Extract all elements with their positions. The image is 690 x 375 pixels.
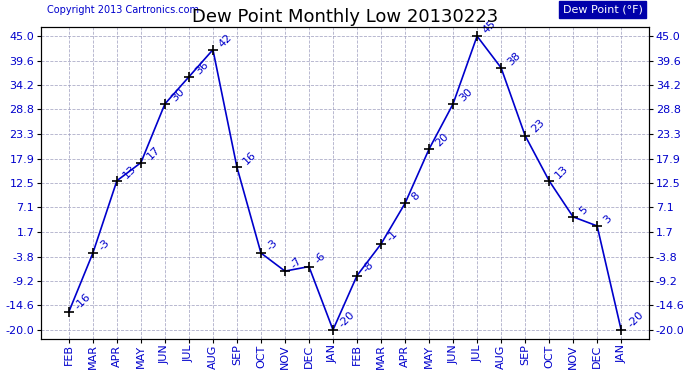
Text: 8: 8 [409,190,422,202]
Text: -1: -1 [385,228,400,243]
Text: Copyright 2013 Cartronics.com: Copyright 2013 Cartronics.com [48,4,199,15]
Text: -16: -16 [73,291,93,311]
Text: 3: 3 [601,213,613,225]
Text: 5: 5 [578,204,589,216]
Text: -7: -7 [289,255,304,270]
Text: 36: 36 [193,59,210,76]
Text: 13: 13 [121,163,138,180]
Text: 23: 23 [529,118,546,135]
Text: 38: 38 [505,50,522,67]
Text: 20: 20 [433,131,451,148]
Text: Dew Point (°F): Dew Point (°F) [563,4,642,15]
Text: 13: 13 [553,163,570,180]
Text: -8: -8 [361,260,376,275]
Text: 42: 42 [217,32,234,49]
Text: -20: -20 [625,309,645,329]
Text: -3: -3 [97,237,112,252]
Text: 30: 30 [457,86,474,103]
Text: -20: -20 [337,309,357,329]
Title: Dew Point Monthly Low 20130223: Dew Point Monthly Low 20130223 [192,8,498,26]
Text: 30: 30 [169,86,186,103]
Text: -3: -3 [265,237,280,252]
Text: 17: 17 [145,145,162,162]
Text: 16: 16 [241,149,258,166]
Text: 45: 45 [481,18,498,35]
Text: -6: -6 [313,251,328,266]
